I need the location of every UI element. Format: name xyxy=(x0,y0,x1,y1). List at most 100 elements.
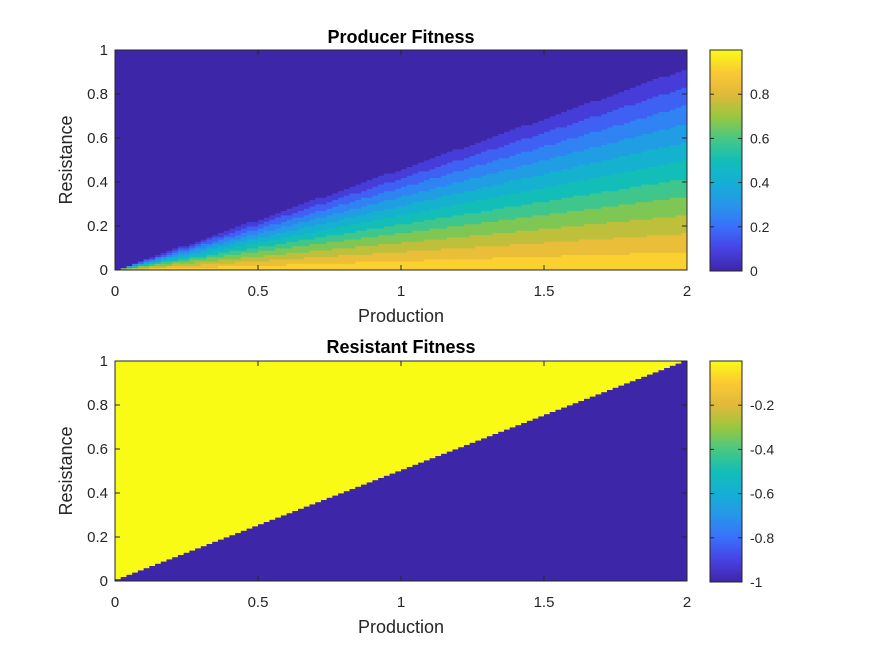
heatmap-cell xyxy=(132,219,139,222)
heatmap-cell xyxy=(372,226,379,229)
heatmap-cell xyxy=(429,164,436,167)
heatmap-cell xyxy=(658,212,665,216)
heatmap-cell xyxy=(618,188,625,192)
heatmap-cell xyxy=(286,162,293,165)
heatmap-cell xyxy=(532,162,539,165)
heatmap-cell xyxy=(584,206,591,209)
heatmap-cell xyxy=(360,212,368,216)
heatmap-cell xyxy=(155,241,162,244)
heatmap-cell xyxy=(412,171,419,174)
heatmap-cell xyxy=(589,184,596,187)
heatmap-cell xyxy=(469,259,476,262)
heatmap-cell xyxy=(481,226,488,229)
heatmap-cell xyxy=(132,173,139,176)
heatmap-cell xyxy=(441,223,448,227)
heatmap-cell xyxy=(355,166,362,170)
heatmap-cell xyxy=(223,223,230,227)
heatmap-cell xyxy=(589,177,596,181)
heatmap-cell xyxy=(664,164,671,167)
heatmap-cell xyxy=(246,230,253,233)
heatmap-cell xyxy=(566,182,573,185)
heatmap-cell xyxy=(280,263,287,266)
heatmap-cell xyxy=(206,179,213,183)
heatmap-cell xyxy=(595,201,602,205)
heatmap-cell xyxy=(463,193,471,196)
heatmap-cell xyxy=(635,162,642,165)
heatmap-cell xyxy=(378,215,385,218)
heatmap-cell xyxy=(326,263,333,266)
heatmap-cell xyxy=(217,230,225,233)
heatmap-cell xyxy=(566,245,573,249)
heatmap-cell xyxy=(258,245,265,249)
heatmap-cell xyxy=(235,212,242,216)
heatmap-cell xyxy=(635,190,642,194)
heatmap-cell xyxy=(549,188,556,192)
heatmap-cell xyxy=(383,193,390,196)
heatmap-cell xyxy=(503,164,511,167)
heatmap-cell xyxy=(149,171,156,174)
heatmap-cell xyxy=(372,201,379,205)
heatmap-cell xyxy=(269,267,276,271)
heatmap-cell xyxy=(223,197,230,200)
heatmap-cell xyxy=(675,193,682,196)
heatmap-cell xyxy=(675,201,682,205)
heatmap-cell xyxy=(115,177,122,181)
heatmap-cell xyxy=(280,237,287,240)
heatmap-cell xyxy=(172,267,179,271)
heatmap-cell xyxy=(189,193,196,196)
heatmap-cell xyxy=(515,193,522,196)
heatmap-cell xyxy=(503,210,511,214)
heatmap-cell xyxy=(360,215,368,218)
heatmap-cell xyxy=(423,210,430,214)
heatmap-cell xyxy=(389,208,396,211)
heatmap-cell xyxy=(309,177,316,181)
heatmap-cell xyxy=(624,177,631,181)
heatmap-cell xyxy=(395,243,402,247)
heatmap-cell xyxy=(406,261,413,264)
heatmap-cell xyxy=(646,173,654,176)
heatmap-cell xyxy=(372,241,379,244)
heatmap-cell xyxy=(521,248,528,251)
heatmap-cell xyxy=(355,162,362,165)
heatmap-cell xyxy=(252,237,259,240)
heatmap-cell xyxy=(195,168,202,172)
heatmap-cell xyxy=(635,197,642,200)
heatmap-cell xyxy=(137,201,144,205)
heatmap-cell xyxy=(258,252,265,255)
heatmap-cell xyxy=(538,248,545,251)
heatmap-cell xyxy=(441,204,448,207)
heatmap-cell xyxy=(338,250,345,253)
heatmap-cell xyxy=(378,248,385,251)
heatmap-cell xyxy=(172,263,179,266)
heatmap-cell xyxy=(549,261,556,264)
heatmap-cell xyxy=(252,221,259,225)
heatmap-cell xyxy=(309,259,316,262)
heatmap-cell xyxy=(463,208,471,211)
heatmap-cell xyxy=(624,179,631,183)
heatmap-cell xyxy=(669,204,676,207)
heatmap-cell xyxy=(486,261,493,264)
heatmap-cell xyxy=(538,193,545,196)
heatmap-cell xyxy=(458,179,465,183)
heatmap-cell xyxy=(263,223,270,227)
heatmap-cell xyxy=(258,195,265,198)
heatmap-cell xyxy=(263,226,270,229)
heatmap-cell xyxy=(675,228,682,231)
heatmap-cell xyxy=(498,173,505,176)
heatmap-cell xyxy=(292,243,299,247)
heatmap-cell xyxy=(315,232,322,236)
heatmap-cell xyxy=(423,190,430,194)
heatmap-cell xyxy=(458,164,465,167)
heatmap-cell xyxy=(143,201,150,205)
heatmap-cell xyxy=(601,210,608,214)
heatmap-cell xyxy=(452,252,459,255)
heatmap-cell xyxy=(492,204,499,207)
heatmap-cell xyxy=(235,250,242,253)
heatmap-cell xyxy=(343,219,350,222)
heatmap-cell xyxy=(652,237,659,240)
heatmap-cell xyxy=(595,243,602,247)
heatmap-cell xyxy=(435,197,442,200)
heatmap-cell xyxy=(401,168,408,172)
heatmap-cell xyxy=(217,259,225,262)
heatmap-cell xyxy=(189,259,196,262)
